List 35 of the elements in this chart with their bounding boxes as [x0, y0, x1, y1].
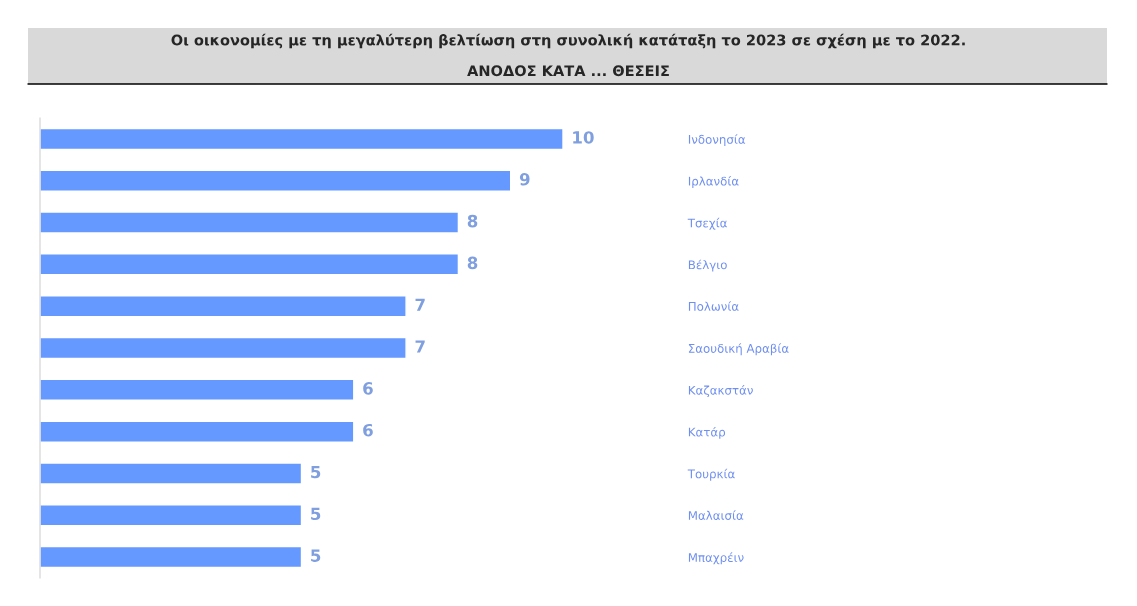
y-tick-label: Κατάρ	[688, 426, 726, 439]
data-label: 6	[363, 423, 373, 437]
data-label: 5	[311, 465, 321, 479]
data-label: 5	[311, 507, 321, 521]
bar	[40, 420, 355, 443]
y-tick-label: Μαλαισία	[688, 510, 744, 520]
bar	[40, 462, 303, 485]
data-label: 10	[573, 131, 594, 144]
y-tick-label: Τουρκία	[687, 468, 735, 481]
bar	[40, 545, 303, 569]
chart-title: Οι οικονομίες με τη μεγαλύτερη βελτίωση στη συνολική κατάταξη το 2023 σε σχέση με το 2022.	[171, 33, 965, 49]
data-label: 7	[415, 340, 425, 353]
bar	[40, 127, 564, 151]
bar	[40, 504, 303, 527]
data-label: 8	[467, 256, 478, 270]
y-tick-label: Καζακστάν	[688, 385, 753, 398]
bar	[40, 211, 460, 234]
bar	[40, 253, 460, 276]
y-tick-label: Ινδονησία	[688, 134, 746, 147]
bar	[40, 336, 407, 360]
bar	[40, 378, 355, 401]
y-tick-label: Μπαχρέιν	[688, 552, 744, 565]
data-label: 6	[363, 382, 373, 395]
bar	[40, 295, 407, 318]
y-tick-label: Ιρλανδία	[688, 176, 739, 188]
y-tick-label: Βέλγιο	[688, 259, 727, 272]
data-label: 8	[467, 214, 478, 228]
data-label: 5	[311, 549, 321, 562]
data-label: 9	[519, 172, 530, 186]
bar	[40, 169, 512, 192]
chart-subtitle: ΑΝΟΔΟΣ ΚΑΤΑ ... ΘΕΣΕΙΣ	[467, 65, 669, 77]
y-tick-label: Σαουδική Αραβία	[688, 343, 789, 356]
data-label: 7	[415, 298, 425, 311]
y-tick-label: Τσεχία	[687, 217, 727, 230]
y-tick-label: Πολωνία	[688, 301, 739, 311]
